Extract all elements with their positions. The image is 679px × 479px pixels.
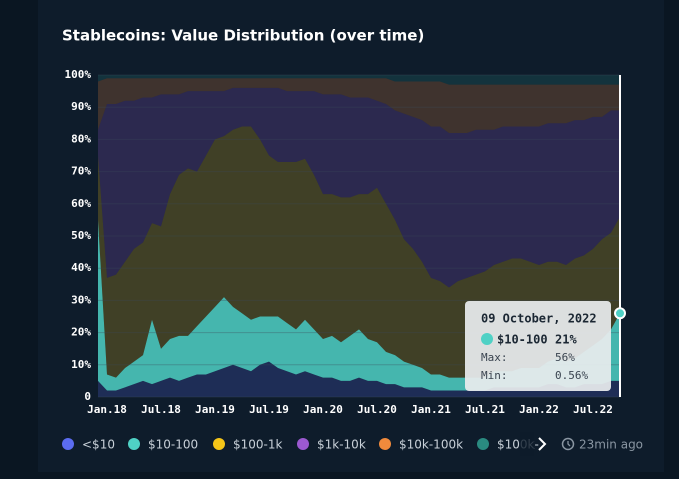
tooltip-max: 56% bbox=[555, 351, 575, 364]
x-tick-label: Jul.18 bbox=[141, 403, 181, 416]
tooltip: 09 October, 2022 $10-100 21% Max: 56% Min: 0.5… bbox=[465, 301, 611, 391]
tooltip-series: $10-100 bbox=[497, 333, 548, 347]
area bbox=[98, 219, 620, 391]
x-tick-label: Jul.20 bbox=[357, 403, 397, 416]
x-tick-label: Jan.18 bbox=[87, 403, 127, 416]
area bbox=[98, 87, 620, 288]
hover-point bbox=[614, 307, 626, 320]
y-tick-label: 0 bbox=[84, 390, 91, 403]
legend-next bbox=[538, 437, 547, 451]
y-tick-label: 10% bbox=[71, 358, 91, 371]
area bbox=[98, 361, 620, 397]
x-tick-label: Jul.21 bbox=[465, 403, 505, 416]
updated-time: 23min ago bbox=[579, 438, 643, 452]
legend-swatch bbox=[477, 438, 489, 450]
legend-swatch bbox=[297, 438, 309, 450]
y-tick-label: 70% bbox=[71, 165, 91, 178]
clock-icon bbox=[561, 437, 575, 451]
x-tick-label: Jul.22 bbox=[573, 403, 613, 416]
y-tick-label: 40% bbox=[71, 261, 91, 274]
legend-swatch bbox=[379, 438, 391, 450]
legend-label: $1k-10k bbox=[317, 438, 366, 452]
tooltip-box bbox=[465, 301, 611, 391]
y-tick-label: 60% bbox=[71, 197, 91, 210]
tooltip-min: 0.56% bbox=[555, 369, 588, 382]
y-tick-label: 20% bbox=[71, 326, 91, 339]
x-tick-label: Jan.19 bbox=[195, 403, 235, 416]
y-tick-label: 30% bbox=[71, 293, 91, 306]
legend-label: $10k-100k bbox=[399, 438, 463, 452]
tooltip-max-label: Max: bbox=[481, 351, 508, 364]
x-tick-label: Jan.22 bbox=[519, 403, 559, 416]
tooltip-value: 21% bbox=[555, 333, 577, 347]
legend-swatch bbox=[128, 438, 140, 450]
tooltip-swatch bbox=[481, 333, 493, 345]
y-tick-label: 90% bbox=[71, 100, 91, 113]
clock-hands bbox=[567, 441, 571, 447]
area bbox=[98, 78, 620, 133]
y-tick-label: 50% bbox=[71, 229, 91, 242]
x-tick-label: Jul.19 bbox=[249, 403, 289, 416]
tooltip-date: 09 October, 2022 bbox=[481, 312, 597, 326]
legend-swatch bbox=[213, 438, 225, 450]
y-tick-label: 100% bbox=[65, 68, 92, 81]
legend-label: <$10 bbox=[82, 438, 115, 452]
legend-label: $10-100 bbox=[148, 438, 198, 452]
legend-label: $100-1k bbox=[233, 438, 283, 452]
area bbox=[98, 75, 620, 85]
y-tick-label: 80% bbox=[71, 132, 91, 145]
tooltip-min-label: Min: bbox=[481, 369, 508, 382]
chart-title: Stablecoins: Value Distribution (over ti… bbox=[62, 27, 424, 45]
x-tick-label: Jan.20 bbox=[303, 403, 343, 416]
x-tick-label: Jan.21 bbox=[411, 403, 451, 416]
legend-swatch bbox=[62, 438, 74, 450]
legend-fade bbox=[520, 432, 534, 456]
